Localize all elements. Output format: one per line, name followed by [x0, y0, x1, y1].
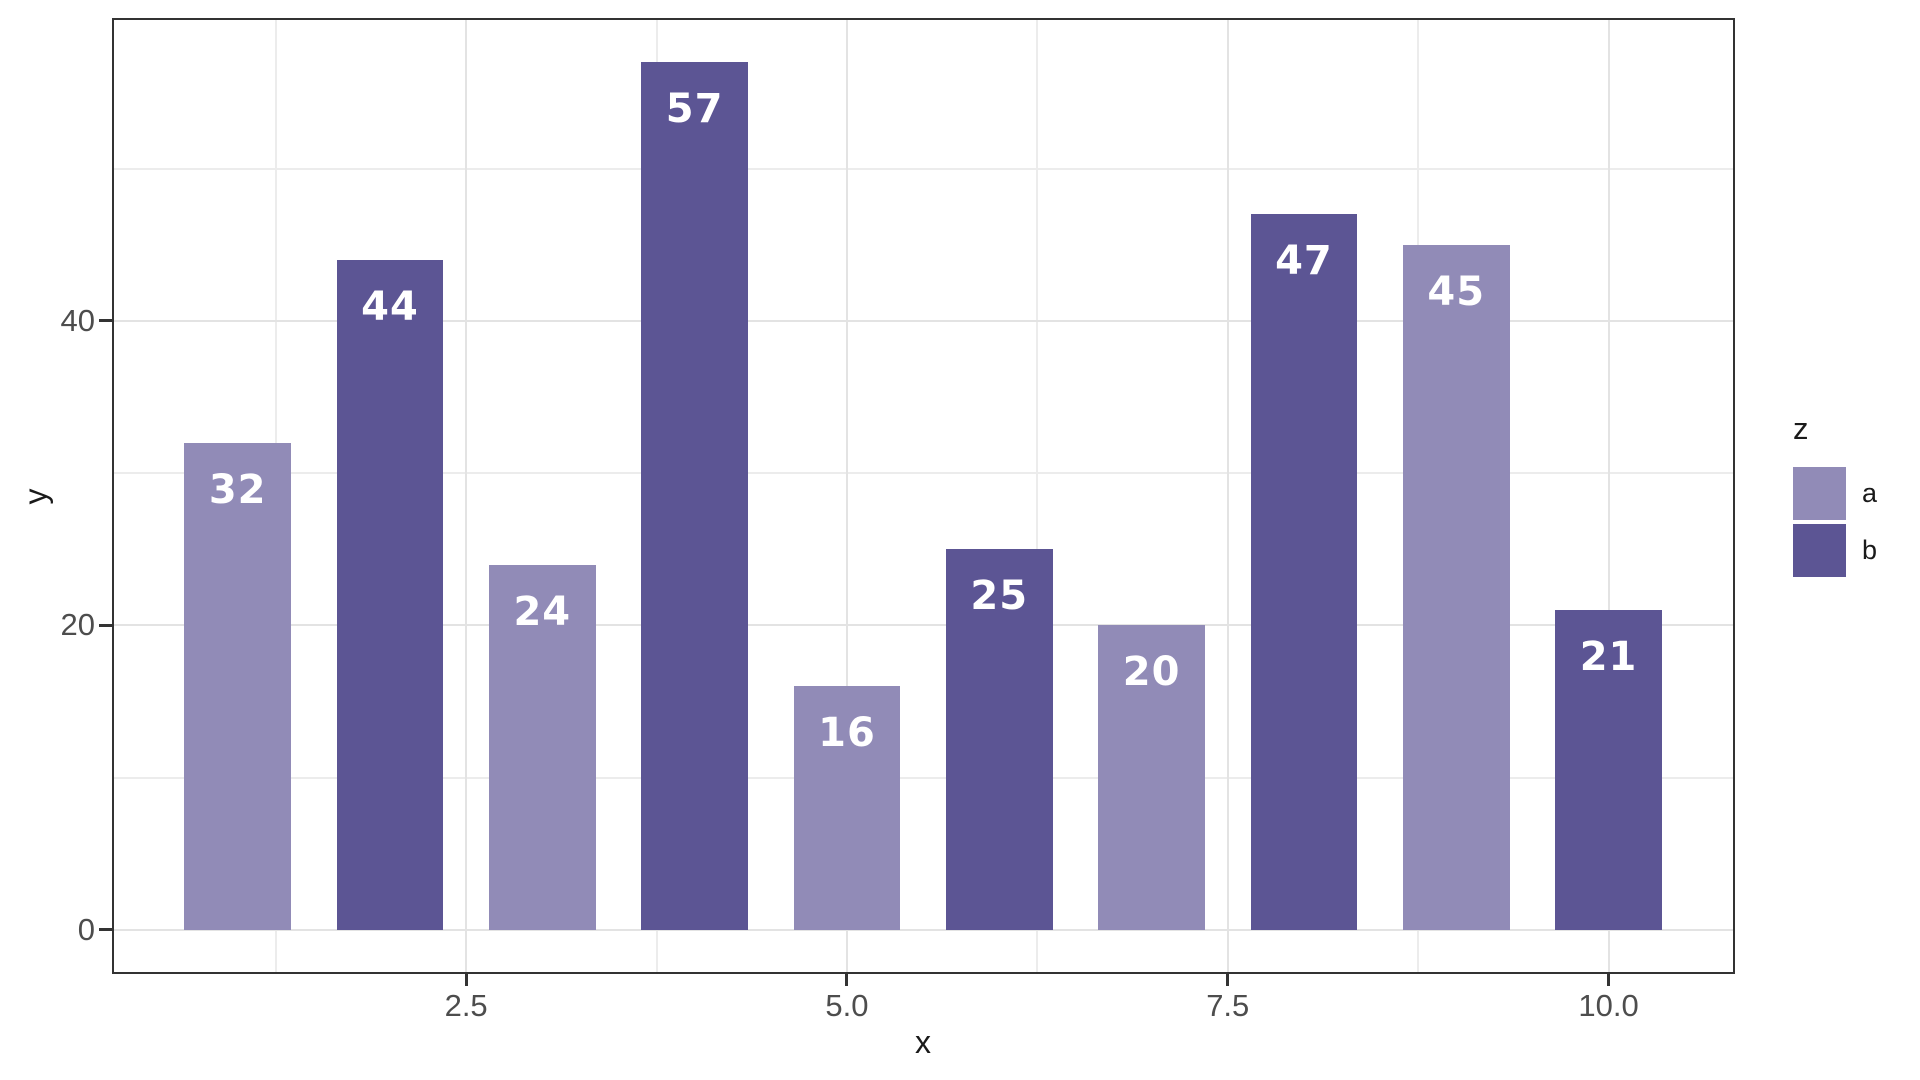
bar-value-label: 16 — [818, 710, 876, 757]
bar — [641, 62, 748, 930]
legend-item-a: a — [1793, 467, 1877, 520]
bar — [488, 564, 596, 930]
x-tick-label: 10.0 — [1578, 988, 1639, 1023]
legend-swatch-a — [1793, 467, 1846, 520]
legend-swatch-b — [1793, 524, 1846, 577]
gridline-major-v — [845, 18, 848, 974]
gridline-major-h — [112, 624, 1735, 627]
bar — [184, 442, 291, 930]
y-tick-mark — [99, 928, 112, 932]
bar — [1098, 625, 1205, 930]
bar — [945, 549, 1053, 930]
gridline-minor-v — [1036, 18, 1039, 974]
x-tick-mark — [1607, 974, 1611, 986]
bar — [336, 260, 444, 930]
legend-label-a: a — [1862, 478, 1878, 508]
x-tick-mark — [1226, 974, 1230, 986]
bar-value-label: 45 — [1427, 268, 1486, 315]
x-tick-mark — [845, 974, 849, 986]
x-tick-label: 2.5 — [444, 988, 488, 1023]
legend-label-b: b — [1862, 535, 1878, 565]
bar-value-label: 20 — [1122, 649, 1181, 696]
y-tick-mark — [99, 623, 112, 627]
y-axis-title: y — [17, 488, 54, 505]
gridline-major-v — [1226, 18, 1229, 974]
x-tick-label: 7.5 — [1206, 988, 1250, 1023]
bar — [1250, 214, 1358, 930]
gridline-major-h — [112, 319, 1735, 322]
gridline-major-v — [1607, 18, 1610, 974]
bar-value-label: 44 — [361, 284, 419, 331]
x-tick-mark — [464, 974, 468, 986]
gridline-major-h — [112, 928, 1735, 931]
y-tick-label: 0 — [77, 911, 95, 947]
bar — [1402, 244, 1510, 930]
x-tick-label: 5.0 — [825, 988, 869, 1023]
bar — [1555, 610, 1662, 930]
bar-value-label: 21 — [1579, 634, 1638, 681]
y-tick-label: 40 — [60, 302, 95, 338]
gridline-minor-h — [112, 167, 1735, 170]
legend: z a b — [1793, 411, 1877, 581]
plot-panel: 32 44 24 57 16 25 20 47 45 21 — [112, 18, 1735, 974]
legend-item-b: b — [1793, 524, 1877, 577]
bar — [793, 686, 901, 930]
bar-value-label: 47 — [1275, 238, 1333, 285]
bar-value-label: 25 — [970, 573, 1029, 620]
y-tick-label: 20 — [60, 607, 95, 643]
gridline-major-v — [465, 18, 468, 974]
y-tick-mark — [99, 319, 112, 323]
legend-title: z — [1793, 411, 1809, 446]
bar-value-label: 24 — [513, 588, 572, 635]
bar-value-label: 32 — [208, 466, 267, 513]
gridline-minor-h — [112, 776, 1735, 779]
bar-value-label: 57 — [665, 86, 724, 133]
x-axis-title: x — [915, 1024, 931, 1060]
gridline-minor-h — [112, 472, 1735, 475]
